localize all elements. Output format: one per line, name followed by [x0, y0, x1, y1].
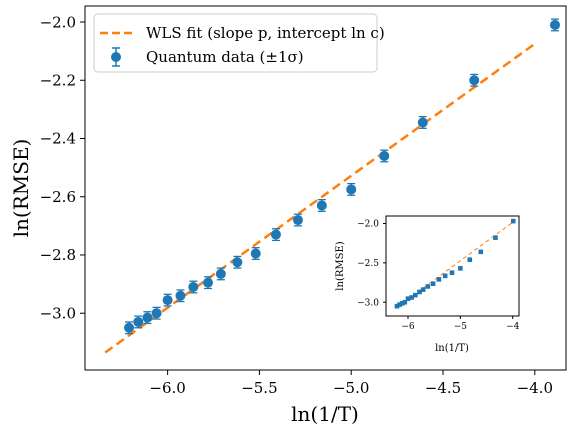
main-x-tick-label: −4.5 — [425, 379, 461, 397]
inset-plot-area — [394, 218, 516, 309]
inset-data-point — [405, 296, 411, 301]
inset-y-ticks: −3.0 −2.5 −2.0 — [357, 220, 386, 308]
main-data-point — [250, 247, 261, 260]
main-data-point — [379, 149, 390, 163]
main-data-point — [346, 182, 357, 196]
main-data-point — [162, 293, 173, 307]
main-data-point — [316, 198, 327, 212]
main-x-tick-label: −5.5 — [241, 379, 277, 397]
inset-y-tick-label: −2.5 — [357, 259, 379, 269]
inset-x-tick-label: −6 — [401, 322, 415, 332]
inset-data-point — [430, 281, 436, 287]
inset-x-ticks: −6 −5 −4 — [401, 316, 520, 332]
main-y-ticks: −3.0 −2.8 −2.6 −2.4 −2.2 −2.0 — [40, 13, 85, 322]
main-y-axis-label: ln(RMSE) — [9, 139, 33, 238]
inset-data-point — [420, 287, 426, 292]
inset-data-point — [399, 301, 405, 306]
main-x-tick-label: −5.0 — [333, 379, 369, 397]
inset-data-point — [493, 235, 498, 240]
main-data-point — [175, 289, 186, 303]
main-data-point — [151, 306, 162, 320]
inset-data-point — [417, 289, 422, 295]
inset-axes: −6 −5 −4 −3.0 −2.5 −2.0 ln(1/T) ln(RMSE) — [335, 215, 520, 354]
main-x-tick-label: −6.0 — [149, 379, 185, 397]
legend-fit-label: WLS fit (slope p, intercept ln c) — [146, 24, 385, 42]
inset-data-point — [402, 299, 408, 305]
legend-data-swatch — [111, 47, 121, 67]
main-y-tick-label: −2.8 — [40, 246, 76, 264]
main-data-point — [469, 73, 480, 87]
inset-data-point — [394, 303, 400, 309]
main-data-point — [142, 311, 153, 325]
inset-data-point — [478, 249, 484, 255]
inset-x-tick-label: −5 — [454, 322, 468, 332]
inset-data-point — [397, 302, 402, 307]
inset-data-point — [458, 266, 463, 271]
main-data-point — [124, 321, 135, 335]
main-y-tick-label: −2.4 — [40, 130, 76, 148]
main-data-point — [232, 255, 243, 269]
main-x-ticks: −6.0 −5.5 −5.0 −4.5 −4.0 — [149, 370, 553, 397]
inset-y-tick-label: −3.0 — [357, 298, 379, 308]
main-x-tick-label: −4.0 — [517, 379, 553, 397]
main-data-point — [188, 280, 199, 294]
main-data-point — [215, 267, 226, 281]
main-data-point — [549, 18, 560, 32]
inset-data-point — [409, 295, 414, 300]
inset-data-point — [467, 257, 473, 263]
main-data-point — [203, 276, 214, 290]
inset-y-tick-label: −2.0 — [357, 220, 379, 230]
legend-data-label: Quantum data (±1σ) — [146, 48, 304, 66]
main-plot-area — [104, 18, 560, 354]
inset-data-point — [449, 270, 455, 275]
inset-data-point — [413, 292, 418, 298]
inset-data-point — [510, 218, 516, 224]
main-data-point — [292, 213, 303, 227]
main-data-point — [270, 228, 281, 242]
main-x-axis-label: ln(1/T) — [291, 402, 359, 426]
legend: WLS fit (slope p, intercept ln c) Quantu… — [93, 13, 385, 73]
main-data-point — [417, 116, 428, 129]
inset-x-tick-label: −4 — [506, 322, 520, 332]
inset-data-point — [425, 284, 431, 289]
inset-data-point — [436, 277, 442, 282]
inset-x-axis-label: ln(1/T) — [435, 343, 469, 354]
main-y-tick-label: −2.0 — [40, 13, 76, 31]
main-data-point — [133, 315, 144, 329]
inset-data-point — [442, 273, 448, 279]
main-y-tick-label: −2.6 — [40, 188, 76, 206]
inset-y-axis-label: ln(RMSE) — [335, 241, 346, 290]
main-y-tick-label: −3.0 — [40, 304, 76, 322]
main-y-tick-label: −2.2 — [40, 72, 76, 90]
